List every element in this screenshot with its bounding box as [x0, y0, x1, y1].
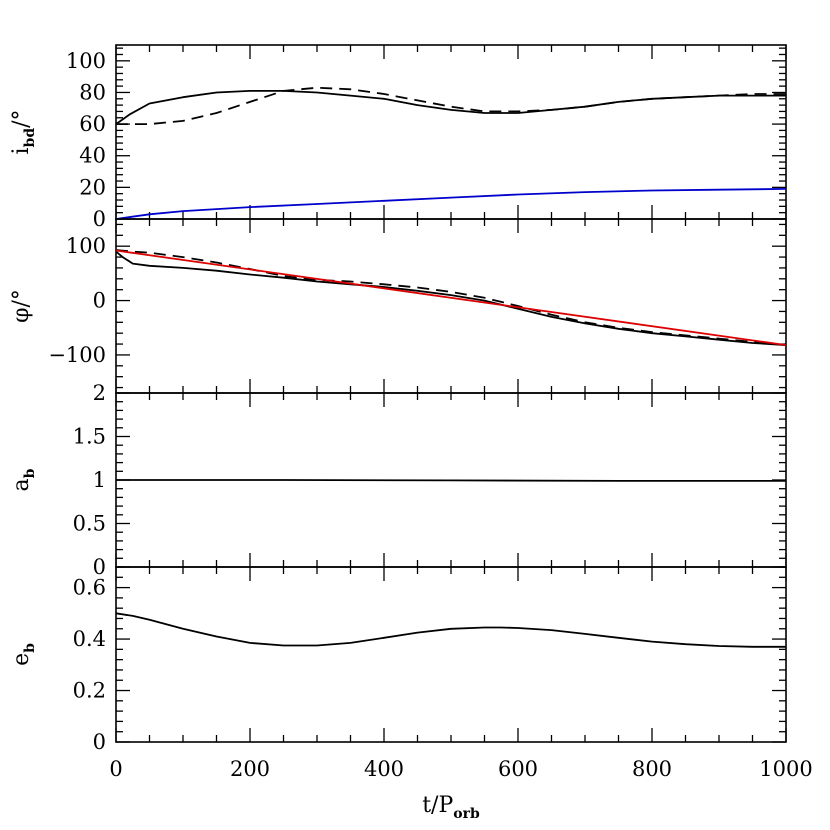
- plot-frame: [115, 566, 787, 743]
- y-axis-label: φ/°: [9, 289, 34, 323]
- series-line-0-solid: [115, 612, 786, 648]
- y-tick-label: 0.6: [73, 576, 106, 600]
- y-tick-label: 0: [93, 289, 106, 313]
- y-tick-label: 60: [79, 112, 106, 136]
- panel-phase: −100 0 100 φ/°: [9, 218, 787, 394]
- y-tick-label: 80: [79, 80, 106, 104]
- y-tick-label: 0.5: [73, 512, 106, 536]
- y-tick-label: 100: [66, 234, 106, 258]
- y-tick-label: 0: [93, 555, 106, 579]
- y-tick-label: 40: [79, 144, 106, 168]
- y-tick-label: 0.2: [73, 679, 106, 703]
- x-tick-label: 400: [364, 757, 404, 781]
- y-tick-label: 0.4: [73, 627, 106, 651]
- x-tick-label: 1000: [759, 757, 812, 781]
- series-line-0-solid: [116, 479, 786, 482]
- series-line-2-solid: [115, 249, 787, 346]
- x-tick-label: 200: [230, 757, 270, 781]
- y-axis-label: ibd/°: [9, 109, 38, 154]
- x-tick-label: 0: [109, 757, 122, 781]
- x-tick-label: 600: [498, 757, 538, 781]
- plot-frame: [115, 218, 787, 394]
- y-tick-label: 1: [93, 468, 106, 492]
- panel-eccentricity: 0 0.2 0.4 0.6 eb 0 200 400 600 800 1000 t/Porb: [9, 566, 813, 822]
- panel-inclination: 0 20 40 60 80 100 ibd/°: [9, 44, 787, 231]
- series-line-0-solid: [115, 250, 787, 346]
- y-axis-label: eb: [9, 643, 38, 666]
- series-line-0-solid: [115, 90, 786, 125]
- panel-semi-major-axis: 0 0.5 1 1.5 2 ab: [9, 381, 787, 579]
- y-tick-label: 0: [93, 207, 106, 231]
- x-axis-label: t/Porb: [422, 793, 480, 822]
- x-tick-label: 800: [632, 757, 672, 781]
- panels: 020406080100ibd/°−1000100φ/°00.511.52ab0…: [9, 44, 813, 822]
- series-line-1-dashed: [115, 249, 787, 346]
- y-tick-label: −100: [48, 343, 106, 367]
- y-tick-label: 2: [93, 381, 106, 405]
- y-tick-label: 20: [79, 175, 106, 199]
- y-tick-label: 0: [93, 730, 106, 754]
- plot-frame: [115, 44, 787, 220]
- y-tick-label: 1.5: [73, 425, 106, 449]
- y-axis-label: ab: [9, 468, 38, 491]
- series-line-2-solid: [115, 188, 787, 220]
- y-tick-label: 100: [66, 49, 106, 73]
